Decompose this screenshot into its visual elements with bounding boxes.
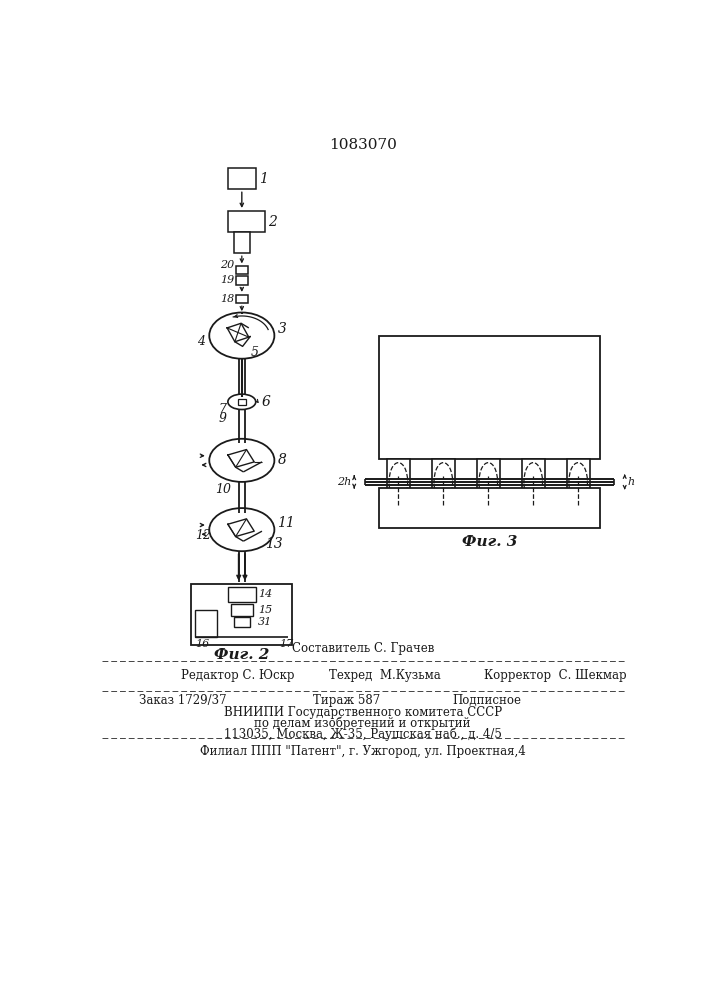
Bar	[235, 276, 248, 285]
Text: 2: 2	[268, 215, 277, 229]
Text: по делам изобретений и открытий: по делам изобретений и открытий	[255, 717, 471, 730]
Bar	[379, 488, 600, 528]
Text: Тираж 587: Тираж 587	[313, 694, 380, 707]
Text: 113035, Москва, Ж-35, Раушская наб., д. 4/5: 113035, Москва, Ж-35, Раушская наб., д. …	[224, 728, 502, 741]
Text: Корректор  С. Шекмар: Корректор С. Шекмар	[484, 669, 626, 682]
Ellipse shape	[389, 463, 408, 501]
Text: 11: 11	[277, 516, 296, 530]
Text: 16: 16	[195, 639, 209, 649]
Text: Фиг. 3: Фиг. 3	[462, 535, 517, 549]
Bar	[228, 587, 256, 602]
Text: Заказ 1729/37: Заказ 1729/37	[139, 694, 226, 707]
Text: 15: 15	[258, 605, 272, 615]
Text: 3: 3	[277, 322, 286, 336]
Text: 13: 13	[265, 536, 283, 550]
Bar	[231, 604, 252, 616]
Ellipse shape	[228, 394, 256, 410]
Text: 19: 19	[220, 275, 234, 285]
Text: 5: 5	[251, 346, 259, 359]
Text: Редактор С. Юскр: Редактор С. Юскр	[182, 669, 295, 682]
Text: Фиг. 2: Фиг. 2	[214, 648, 269, 662]
Ellipse shape	[209, 312, 274, 359]
Bar	[238, 399, 246, 405]
Ellipse shape	[524, 463, 542, 501]
Text: 6: 6	[262, 395, 271, 409]
Text: 9: 9	[218, 412, 226, 425]
Ellipse shape	[209, 508, 274, 551]
Bar	[387, 459, 410, 505]
Bar	[477, 459, 500, 505]
Text: 31: 31	[258, 617, 272, 627]
Text: 4: 4	[197, 335, 205, 348]
Text: 8: 8	[277, 453, 286, 467]
Text: 17: 17	[279, 639, 293, 649]
Text: Филиал ППП "Патент", г. Ужгород, ул. Проектная,4: Филиал ППП "Патент", г. Ужгород, ул. Про…	[200, 745, 525, 758]
Bar	[234, 232, 250, 253]
Ellipse shape	[209, 439, 274, 482]
Text: 7: 7	[218, 403, 226, 416]
Bar	[432, 459, 455, 505]
Text: 20: 20	[220, 260, 234, 270]
Text: 1083070: 1083070	[329, 138, 397, 152]
Bar	[235, 266, 248, 274]
Text: 12: 12	[195, 529, 211, 542]
Bar	[228, 168, 256, 189]
Text: Техред  М.Кузьма: Техред М.Кузьма	[329, 669, 440, 682]
Text: ВНИИПИ Государственного комитета СССР: ВНИИПИ Государственного комитета СССР	[223, 706, 502, 719]
Bar	[234, 617, 250, 627]
Ellipse shape	[479, 463, 498, 501]
Bar	[195, 610, 217, 637]
Bar	[235, 295, 248, 303]
Bar	[192, 584, 292, 645]
Ellipse shape	[434, 463, 452, 501]
Text: 2h: 2h	[337, 477, 351, 487]
Text: Составитель С. Грачев: Составитель С. Грачев	[291, 642, 434, 655]
Bar	[228, 211, 265, 232]
Text: 1: 1	[259, 172, 268, 186]
Text: Подписное: Подписное	[452, 694, 522, 707]
Bar	[522, 459, 545, 505]
Text: 18: 18	[220, 294, 234, 304]
Text: 10: 10	[215, 483, 230, 496]
Text: h: h	[628, 477, 635, 487]
Bar	[379, 336, 600, 459]
Bar	[566, 459, 590, 505]
Text: 14: 14	[258, 589, 272, 599]
Ellipse shape	[569, 463, 588, 501]
